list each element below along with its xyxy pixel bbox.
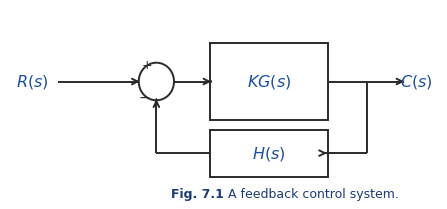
Text: $KG(s)$: $KG(s)$ <box>247 73 291 90</box>
Text: $H(s)$: $H(s)$ <box>252 145 286 163</box>
Text: $R(s)$: $R(s)$ <box>16 73 48 90</box>
Text: A feedback control system.: A feedback control system. <box>224 188 398 201</box>
Text: +: + <box>141 59 152 72</box>
Bar <box>210 43 328 120</box>
Text: −: − <box>139 91 151 105</box>
Text: $C(s)$: $C(s)$ <box>400 73 432 90</box>
Text: Fig. 7.1: Fig. 7.1 <box>171 188 224 201</box>
Bar <box>210 130 328 177</box>
